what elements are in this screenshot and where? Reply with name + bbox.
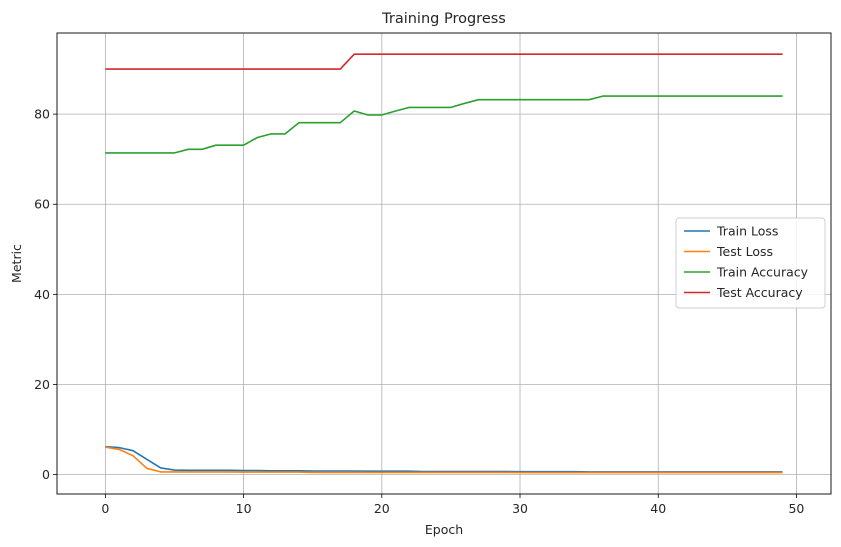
y-axis-ticks: 0 20 40 60 80 [34, 107, 57, 482]
y-tick-label: 20 [34, 377, 50, 392]
plot-area-frame [56, 32, 832, 495]
x-tick-label: 0 [101, 501, 109, 516]
x-tick-label: 40 [650, 501, 666, 516]
legend-label: Test Accuracy [716, 285, 803, 300]
y-tick-label: 80 [34, 107, 50, 122]
y-axis-label: Metric [9, 244, 24, 283]
chart-title: Training Progress [381, 11, 506, 27]
series-line-train-accuracy [105, 95, 783, 154]
series-line-test-accuracy [105, 53, 783, 70]
x-tick-label: 10 [236, 501, 252, 516]
legend: Train Loss Test Loss Train Accuracy Test Ac… [675, 217, 826, 309]
series-line-test-loss [105, 446, 783, 474]
x-axis-label: Epoch [425, 522, 463, 537]
grid-lines [57, 33, 831, 494]
legend-box [675, 217, 826, 309]
x-tick-label: 20 [374, 501, 390, 516]
y-tick-label: 40 [34, 287, 50, 302]
legend-label: Train Loss [716, 224, 778, 239]
legend-label: Train Accuracy [716, 265, 809, 280]
y-tick-label: 0 [42, 467, 50, 482]
x-axis-ticks: 0 10 20 30 40 50 [101, 494, 804, 516]
x-tick-label: 50 [788, 501, 804, 516]
series-lines [105, 53, 783, 474]
legend-label: Test Loss [716, 244, 773, 259]
y-tick-label: 60 [34, 197, 50, 212]
x-tick-label: 30 [512, 501, 528, 516]
